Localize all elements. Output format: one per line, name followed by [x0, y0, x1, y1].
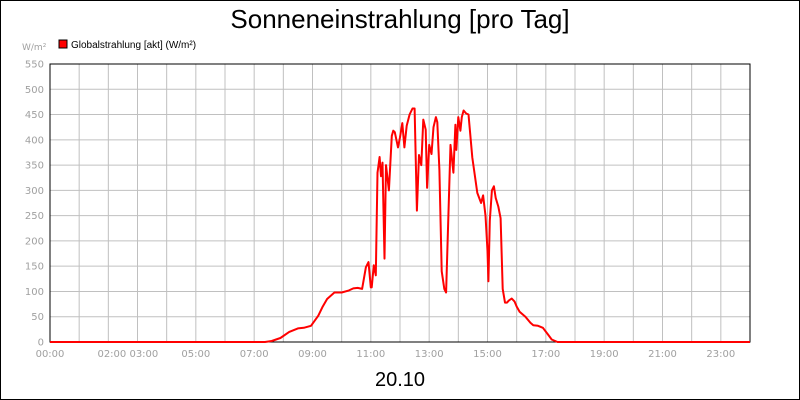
x-tick-label: 15:00 — [473, 349, 502, 360]
y-axis-unit: W/m² — [22, 43, 47, 53]
y-tick-label: 300 — [25, 186, 44, 197]
x-tick-label: 23:00 — [706, 349, 735, 360]
chart-title: Sonneneinstrahlung [pro Tag] — [230, 4, 569, 34]
x-tick-label: 02:00 03:00 — [97, 349, 158, 360]
y-tick-label: 450 — [25, 110, 44, 121]
series-line-globalstrahlung — [50, 107, 750, 343]
x-tick-label: 19:00 — [590, 349, 619, 360]
y-tick-label: 350 — [25, 161, 44, 172]
x-tick-label: 17:00 — [531, 349, 560, 360]
x-tick-label: 07:00 — [240, 349, 269, 360]
x-axis-ticks: 00:00 02:00 03:00 05:00 07:00 09:00 11:00 13:0… — [36, 349, 736, 360]
x-tick-label: 09:00 — [298, 349, 327, 360]
x-axis-date-label: 20.10 — [375, 369, 425, 391]
y-tick-label: 150 — [25, 262, 44, 273]
x-tick-label: 00:00 — [36, 349, 65, 360]
plot-border — [49, 63, 751, 343]
x-tick-label: 11:00 — [356, 349, 385, 360]
y-tick-label: 400 — [25, 135, 44, 146]
y-tick-label: 0 — [38, 338, 44, 349]
y-axis-ticks: 0 50 100 150 200 250 300 350 400 450 500 550 — [25, 60, 44, 349]
grid — [50, 63, 750, 343]
y-tick-label: 50 — [31, 312, 44, 323]
y-tick-label: 250 — [25, 211, 44, 222]
x-tick-label: 13:00 — [415, 349, 444, 360]
y-tick-label: 200 — [25, 236, 44, 247]
legend-label: Globalstrahlung [akt] (W/m²) — [71, 40, 196, 51]
legend-swatch — [58, 39, 68, 49]
x-tick-label: 05:00 — [181, 349, 210, 360]
x-tick-label: 21:00 — [648, 349, 677, 360]
y-tick-label: 100 — [25, 287, 44, 298]
y-tick-label: 500 — [25, 85, 44, 96]
y-tick-label: 550 — [25, 60, 44, 71]
